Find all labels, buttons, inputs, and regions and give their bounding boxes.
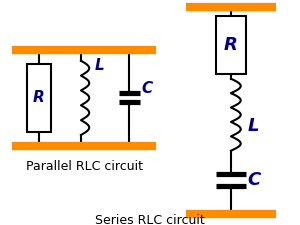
- Text: C: C: [248, 171, 261, 189]
- Text: Series RLC circuit: Series RLC circuit: [95, 214, 205, 225]
- Text: L: L: [94, 58, 104, 73]
- Text: L: L: [248, 117, 259, 135]
- Bar: [216, 16, 246, 74]
- Text: C: C: [142, 81, 153, 96]
- Text: R: R: [33, 90, 45, 105]
- Text: Parallel RLC circuit: Parallel RLC circuit: [26, 160, 142, 173]
- Bar: [27, 64, 51, 132]
- Text: R: R: [224, 36, 238, 54]
